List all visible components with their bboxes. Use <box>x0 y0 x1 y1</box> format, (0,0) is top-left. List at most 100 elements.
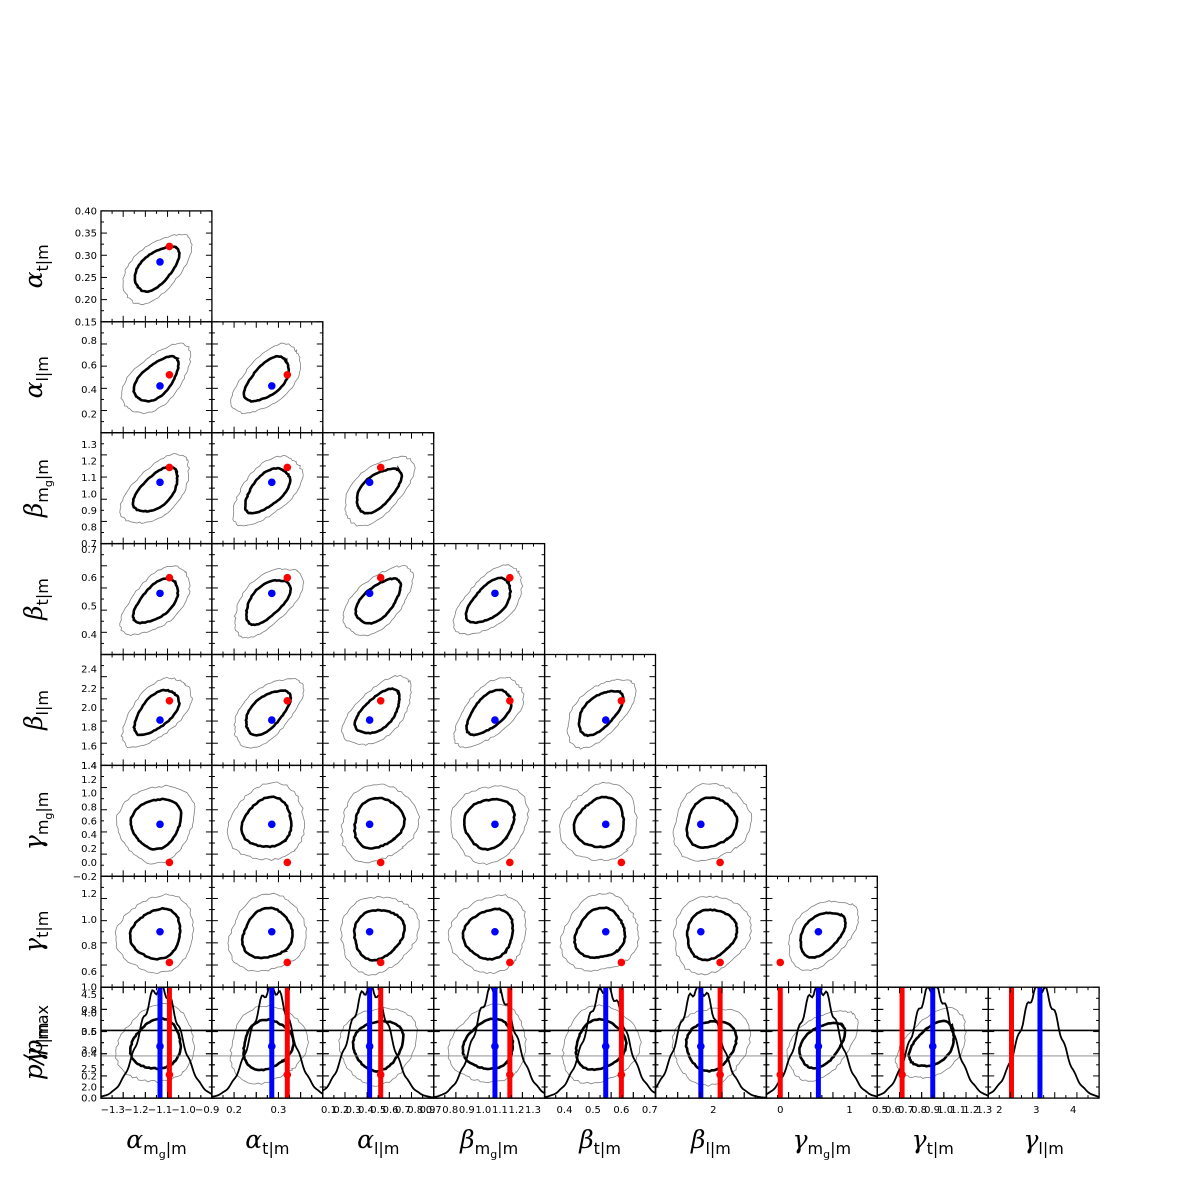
panel-at-vs-amg <box>100 210 213 323</box>
panel-frame <box>100 210 213 323</box>
mean-marker <box>156 927 164 936</box>
x-tick-label: −1.2 <box>124 1105 148 1116</box>
x-tick-label: 4 <box>1070 1105 1076 1116</box>
panel-gt-vs-bmg <box>433 875 546 988</box>
panel-al-vs-amg <box>100 321 213 434</box>
mean-marker <box>267 382 276 390</box>
panel-frame <box>211 986 324 1099</box>
mean-marker <box>601 716 610 724</box>
truth-marker <box>376 858 385 867</box>
x-tick-label: 3 <box>1033 1105 1039 1116</box>
contour-outer <box>344 455 416 527</box>
y-tick-label: 1.0 <box>81 789 97 800</box>
contour-inner <box>353 687 401 735</box>
mean-marker <box>491 589 499 598</box>
marginal-gt <box>876 986 989 1099</box>
contour-inner <box>131 465 180 513</box>
diag-y-tick-label: 1.0 <box>81 983 97 994</box>
x-tick-label: −1.1 <box>148 1105 172 1116</box>
y-tick-label: 2.0 <box>81 703 97 714</box>
truth-marker <box>376 958 385 967</box>
truth-marker <box>165 463 174 472</box>
mean-marker <box>697 927 705 936</box>
x-tick-label: 0.7 <box>395 1105 411 1116</box>
diag-y-tick-label: 0.6 <box>81 1027 97 1038</box>
x-tick-label: 0.6 <box>613 1105 629 1116</box>
panel-gt-vs-bl <box>654 875 768 988</box>
panel-frame <box>211 321 324 434</box>
x-tick-label: 0.3 <box>270 1105 286 1116</box>
truth-marker <box>617 958 626 967</box>
contour-inner <box>799 911 847 959</box>
diag-y-tick-label: 0.0 <box>81 1094 97 1105</box>
mean-marker <box>156 589 164 598</box>
panel-bt-vs-al <box>322 542 435 656</box>
x-tick-label: 0.2 <box>226 1105 242 1116</box>
mean-marker <box>267 589 276 598</box>
contour-outer <box>119 565 191 637</box>
panel-frame <box>322 653 435 767</box>
panel-frame <box>100 432 213 545</box>
x-tick-label: 1.3 <box>976 1105 992 1116</box>
x-tick-label: 1.1 <box>492 1105 508 1116</box>
contour-outer <box>340 674 412 746</box>
contour-inner <box>132 354 180 403</box>
truth-marker <box>165 696 174 705</box>
marginal-curve <box>433 987 545 1098</box>
y-axis-label-bmg: βmg|m <box>19 459 55 518</box>
contour-outer <box>566 678 637 750</box>
contour-outer <box>672 783 753 862</box>
truth-marker <box>165 858 174 867</box>
y-tick-label: 1.2 <box>81 889 97 900</box>
mean-marker <box>156 820 164 829</box>
truth-marker <box>376 463 385 472</box>
truth-marker <box>506 958 514 967</box>
contour-outer <box>122 233 193 306</box>
panel-frame <box>543 986 657 1099</box>
panel-frame <box>433 986 546 1099</box>
panel-frame <box>211 764 324 877</box>
marginal-bmg <box>433 986 546 1099</box>
contour-inner <box>242 354 291 403</box>
marginal-curve <box>766 987 878 1098</box>
x-tick-label: 0.8 <box>442 1105 458 1116</box>
panel-bmg-vs-al <box>322 432 435 545</box>
truth-marker <box>283 858 292 867</box>
panel-gt-vs-at <box>211 875 324 988</box>
panel-frame <box>543 986 657 1099</box>
mean-marker <box>365 589 374 598</box>
contour-inner <box>461 907 515 961</box>
x-tick-label: 2 <box>710 1105 716 1116</box>
mean-marker <box>491 820 499 829</box>
x-axis-label-bl: βl|m <box>690 1125 731 1158</box>
truth-marker <box>165 573 174 582</box>
truth-marker <box>165 242 174 251</box>
x-tick-label: 1.3 <box>525 1105 541 1116</box>
truth-marker <box>283 370 292 379</box>
x-tick-label: 0.1 <box>321 1105 337 1116</box>
panel-gl-vs-bmg <box>433 986 546 1099</box>
panel-frame <box>433 653 546 767</box>
x-tick-label: 0.7 <box>642 1105 658 1116</box>
contour-outer <box>340 895 420 976</box>
marginal-curve <box>101 987 212 1098</box>
panel-bl-vs-al <box>322 653 435 767</box>
contour-inner <box>128 1016 183 1071</box>
diag-y-tick-label: 0.8 <box>81 1005 97 1016</box>
panel-frame <box>543 653 657 767</box>
contour-inner <box>351 1019 405 1073</box>
x-tick-label: 0.4 <box>358 1105 374 1116</box>
panel-gmg-vs-amg <box>100 764 213 877</box>
y-axis-label-gt: γt|m <box>19 911 52 953</box>
panel-gt-vs-al <box>322 875 435 988</box>
y-tick-label: 2.2 <box>81 684 97 695</box>
panel-frame <box>100 542 213 656</box>
y-tick-label: 0.6 <box>81 816 97 827</box>
panel-frame <box>211 653 324 767</box>
truth-marker <box>506 696 514 705</box>
contour-outer <box>447 1003 527 1084</box>
panel-al-vs-at <box>211 321 324 434</box>
x-tick-label: 0.8 <box>911 1105 927 1116</box>
y-tick-label: 0.2 <box>81 844 97 855</box>
x-axis-label-amg: αmg|m <box>126 1125 186 1161</box>
